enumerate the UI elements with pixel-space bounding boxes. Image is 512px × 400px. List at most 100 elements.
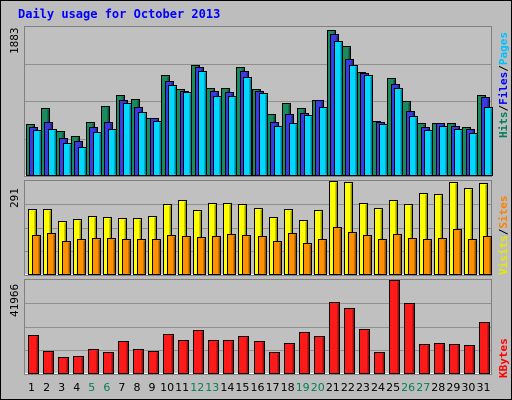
bar-kbytes-day-9 [148, 351, 159, 374]
bar-kbytes-day-27 [419, 344, 430, 374]
bar-kbytes-day-29 [449, 344, 460, 374]
x-tick-label-day-22: 22 [341, 381, 355, 394]
bar-pages-day-6 [108, 129, 117, 176]
bar-pages-day-7 [123, 103, 132, 176]
bar-pages-day-16 [259, 93, 268, 176]
x-tick-label-day-23: 23 [356, 381, 370, 394]
bar-sites-day-12 [197, 237, 206, 275]
bar-kbytes-day-14 [223, 340, 234, 374]
bar-sites-day-15 [242, 235, 251, 275]
bar-pages-day-1 [33, 130, 42, 176]
bar-kbytes-day-3 [58, 357, 69, 374]
bar-pages-day-21 [334, 41, 343, 176]
bar-kbytes-day-23 [359, 329, 370, 374]
x-tick-label-day-8: 8 [133, 381, 140, 394]
bar-pages-day-13 [213, 96, 222, 176]
x-tick-label-day-17: 17 [266, 381, 280, 394]
bar-sites-day-2 [47, 233, 56, 275]
x-tick-label-day-1: 1 [28, 381, 35, 394]
bar-pages-day-30 [469, 133, 478, 176]
bar-pages-day-25 [394, 88, 403, 176]
bar-kbytes-day-11 [178, 340, 189, 374]
x-tick-label-day-19: 19 [296, 381, 310, 394]
bar-sites-day-27 [423, 239, 432, 275]
x-tick-label-day-24: 24 [371, 381, 385, 394]
bar-pages-day-10 [168, 85, 177, 176]
x-tick-label-day-9: 9 [149, 381, 156, 394]
bar-pages-day-22 [349, 65, 358, 176]
bar-pages-day-18 [289, 123, 298, 176]
bar-sites-day-18 [288, 233, 297, 275]
x-tick-label-day-18: 18 [281, 381, 295, 394]
x-tick-label-day-11: 11 [175, 381, 189, 394]
bar-sites-day-1 [32, 235, 41, 275]
bar-kbytes-day-8 [133, 349, 144, 374]
chart-title: Daily usage for October 2013 [18, 7, 221, 21]
bar-kbytes-day-30 [464, 345, 475, 374]
bar-sites-day-16 [258, 236, 267, 275]
bar-sites-day-11 [182, 236, 191, 275]
bar-kbytes-day-10 [163, 334, 174, 374]
x-tick-label-day-29: 29 [446, 381, 460, 394]
bar-sites-day-24 [378, 239, 387, 275]
x-tick-label-day-14: 14 [220, 381, 234, 394]
x-tick-label-day-7: 7 [118, 381, 125, 394]
bar-sites-day-25 [393, 234, 402, 275]
x-tick-label-day-26: 26 [401, 381, 415, 394]
bar-sites-day-5 [92, 238, 101, 275]
bar-sites-day-7 [122, 239, 131, 275]
bar-pages-day-2 [48, 129, 57, 176]
x-tick-label-day-4: 4 [73, 381, 80, 394]
bar-pages-day-4 [78, 147, 87, 176]
bar-pages-day-29 [454, 129, 463, 176]
x-tick-label-day-15: 15 [235, 381, 249, 394]
bar-sites-day-17 [273, 241, 282, 275]
bar-kbytes-day-17 [269, 352, 280, 374]
bar-kbytes-day-6 [103, 352, 114, 374]
bar-sites-day-26 [408, 238, 417, 275]
x-tick-label-day-5: 5 [88, 381, 95, 394]
bar-pages-day-8 [138, 112, 147, 176]
bar-sites-day-29 [453, 229, 462, 275]
bar-kbytes-day-26 [404, 303, 415, 374]
bar-kbytes-day-24 [374, 352, 385, 374]
bar-pages-day-17 [274, 126, 283, 176]
x-tick-label-day-21: 21 [326, 381, 340, 394]
bar-pages-day-9 [153, 121, 162, 176]
x-tick-label-day-25: 25 [386, 381, 400, 394]
bar-pages-day-3 [63, 143, 72, 176]
x-tick-label-day-20: 20 [311, 381, 325, 394]
bar-sites-day-19 [303, 243, 312, 275]
bar-sites-day-23 [363, 235, 372, 275]
bar-sites-day-30 [468, 239, 477, 275]
bar-pages-day-26 [409, 116, 418, 176]
bar-pages-day-28 [439, 126, 448, 176]
x-tick-label-day-13: 13 [205, 381, 219, 394]
bar-sites-day-4 [77, 239, 86, 275]
bar-pages-day-24 [379, 124, 388, 176]
bar-kbytes-day-4 [73, 356, 84, 374]
bar-kbytes-day-15 [238, 336, 249, 374]
bar-pages-day-11 [183, 92, 192, 176]
bar-kbytes-day-31 [479, 322, 490, 374]
bar-pages-day-12 [198, 71, 207, 176]
bar-sites-day-13 [212, 236, 221, 275]
bar-kbytes-day-19 [299, 332, 310, 374]
bar-pages-day-19 [304, 115, 313, 176]
bar-kbytes-day-2 [43, 351, 54, 374]
bar-kbytes-day-18 [284, 343, 295, 374]
bar-kbytes-day-13 [208, 340, 219, 374]
bar-kbytes-day-21 [329, 302, 340, 374]
x-tick-label-day-31: 31 [476, 381, 490, 394]
x-tick-label-day-3: 3 [58, 381, 65, 394]
bar-kbytes-day-20 [314, 336, 325, 374]
bar-pages-day-20 [319, 107, 328, 176]
x-tick-label-day-16: 16 [251, 381, 265, 394]
bar-pages-day-5 [93, 132, 102, 176]
bar-sites-day-14 [227, 234, 236, 275]
bar-kbytes-day-12 [193, 330, 204, 374]
x-tick-label-day-30: 30 [461, 381, 475, 394]
x-tick-label-day-28: 28 [431, 381, 445, 394]
bar-kbytes-day-1 [28, 335, 39, 374]
